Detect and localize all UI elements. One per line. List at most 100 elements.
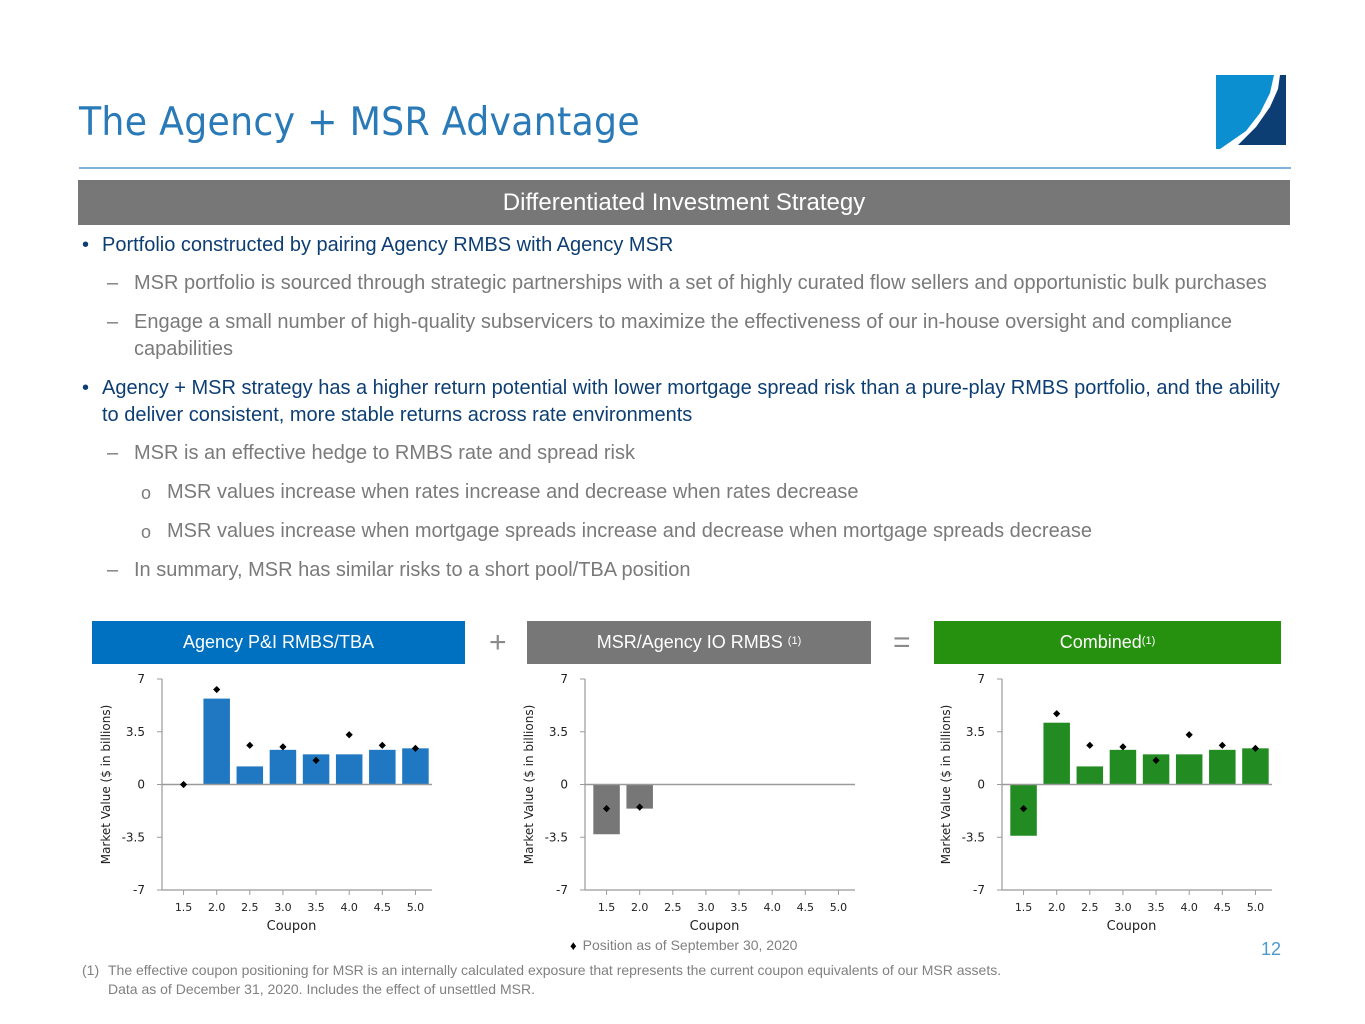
x-tick-label: 2.5 [1081,901,1099,914]
x-axis-label: Coupon [690,919,740,934]
x-tick-label: 4.0 [763,901,781,914]
bar-3.0 [1109,749,1137,785]
diamond-marker-3.0 [1119,743,1127,751]
logo-light-panel [1216,75,1274,149]
x-tick-label: 2.5 [241,901,259,914]
chart-header-combined-footnote: (1) [1141,634,1156,647]
diamond-marker-1.5 [179,780,188,789]
chart-header-msr: MSR/Agency IO RMBS (1) [527,621,871,664]
bullet-text: MSR values increase when mortgage spread… [167,520,1092,542]
x-tick-label: 4.0 [340,901,358,914]
x-tick-label: 1.5 [175,901,193,914]
bar-4.5 [369,749,396,785]
x-tick-label: 4.5 [374,901,392,914]
bar-3.0 [269,749,297,785]
diamond-marker-2.0 [213,685,221,694]
diamond-marker-2.5 [246,741,254,749]
bar-2.0 [203,698,230,785]
x-tick-label: 4.5 [1214,901,1232,914]
y-tick-label: 0 [137,778,145,792]
bar-2.0 [1043,722,1070,785]
x-tick-label: 2.0 [208,901,226,914]
bar-4.5 [1209,749,1236,785]
equals-operator: = [893,626,911,659]
bullet-text: MSR values increase when rates increase … [167,481,859,503]
diamond-marker-4.0 [1185,731,1193,739]
x-tick-label: 3.5 [307,901,325,914]
bullet-item-level-2: – Engage a small number of high-quality s… [80,309,1290,363]
circle-bullet-icon: o [141,483,152,503]
bullet-item-level-2: – In summary, MSR has similar risks to a … [80,557,1290,584]
dash-bullet-icon: – [107,311,119,333]
diamond-icon: ♦ [570,938,577,953]
x-tick-label: 2.0 [1048,901,1066,914]
x-tick-label: 3.0 [274,901,292,914]
chart-header-msr-label: MSR/Agency IO RMBS [596,632,783,652]
bullet-item-level-3: o MSR values increase when mortgage sprea… [80,518,1290,545]
msr-chart: 7 3.5 0 -3.5 -7 Market Value ($ in billions) 1… [522,672,855,934]
bullet-item-level-1: • Portfolio constructed by pairing Agency… [80,232,1290,259]
bar-2.5 [236,766,264,785]
footnote: (1) The effective coupon positioning for … [82,961,1001,999]
bullet-text: Portfolio constructed by pairing Agency … [102,234,674,256]
chart-header-combined: Combined (1) [934,621,1281,664]
dash-bullet-icon: – [107,272,119,294]
x-axis-label: Coupon [267,919,317,934]
diamond-marker-3.0 [279,743,287,751]
y-tick-label: -7 [133,883,145,897]
bullet-item-level-2: – MSR is an effective hedge to RMBS rate … [80,440,1290,467]
bar-5.0 [402,748,429,785]
dash-bullet-icon: – [107,559,119,581]
y-tick-label: -7 [556,883,568,897]
x-tick-label: 2.0 [631,901,649,914]
bullet-list: • Portfolio constructed by pairing Agency… [80,232,1290,596]
section-banner: Differentiated Investment Strategy [78,180,1290,225]
diamond-marker-4.5 [378,741,386,749]
page-title: The Agency + MSR Advantage [79,100,640,145]
page-number: 12 [1261,939,1282,959]
logo-dark-panel [1238,75,1286,145]
combined-chart: 7 3.5 0 -3.5 -7 Market Value ($ in billions) 1… [939,672,1272,934]
chart-header-combined-label: Combined [1059,632,1142,652]
x-tick-label: 1.5 [598,901,616,914]
y-axis-label: Market Value ($ in billions) [939,705,953,865]
y-tick-label: 7 [977,672,985,686]
x-tick-label: 4.5 [797,901,815,914]
footnote-line-1: The effective coupon positioning for MSR… [108,962,1002,978]
bullet-item-level-1: • Agency + MSR strategy has a higher retu… [80,375,1290,429]
chart-header-agency-label: Agency P&I RMBS/TBA [182,632,375,652]
diamond-marker-3.5 [312,756,320,764]
diamond-marker-2.5 [1086,741,1094,749]
bullet-text: MSR is an effective hedge to RMBS rate a… [134,442,635,464]
y-tick-label: -3.5 [545,830,568,844]
y-tick-label: -3.5 [122,830,145,844]
y-tick-label: 0 [977,778,985,792]
chart-header-agency: Agency P&I RMBS/TBA [92,621,465,664]
agency-chart: 7 3.5 0 -3.5 -7 Market Value ($ in billions) 1… [99,672,432,934]
y-tick-label: 3.5 [126,725,145,739]
diamond-marker-4.5 [1218,741,1226,749]
circle-bullet-icon: o [141,522,152,542]
y-tick-label: 3.5 [966,725,985,739]
x-axis-label: Coupon [1107,919,1157,934]
chart-legend: ♦ Position as of September 30, 2020 [570,937,797,953]
bullet-dot-icon: • [82,377,90,399]
x-tick-label: 3.5 [1147,901,1165,914]
bullet-text: In summary, MSR has similar risks to a s… [134,559,691,581]
y-tick-label: 7 [560,672,568,686]
bullet-dot-icon: • [82,234,90,256]
footnote-number: (1) [82,962,100,978]
x-tick-label: 2.5 [664,901,682,914]
bar-5.0 [1242,748,1269,785]
bullet-text: MSR portfolio is sourced through strateg… [134,272,1267,294]
plus-operator: + [489,626,507,659]
x-tick-label: 3.0 [1114,901,1132,914]
diamond-marker-2.0 [1053,710,1061,718]
bar-4.0 [1175,754,1203,785]
bar-4.0 [335,754,363,785]
x-tick-label: 5.0 [407,901,425,914]
title-divider [79,167,1291,169]
legend-label: Position as of September 30, 2020 [582,937,798,953]
y-tick-label: 3.5 [549,725,568,739]
x-tick-label: 5.0 [1247,901,1265,914]
